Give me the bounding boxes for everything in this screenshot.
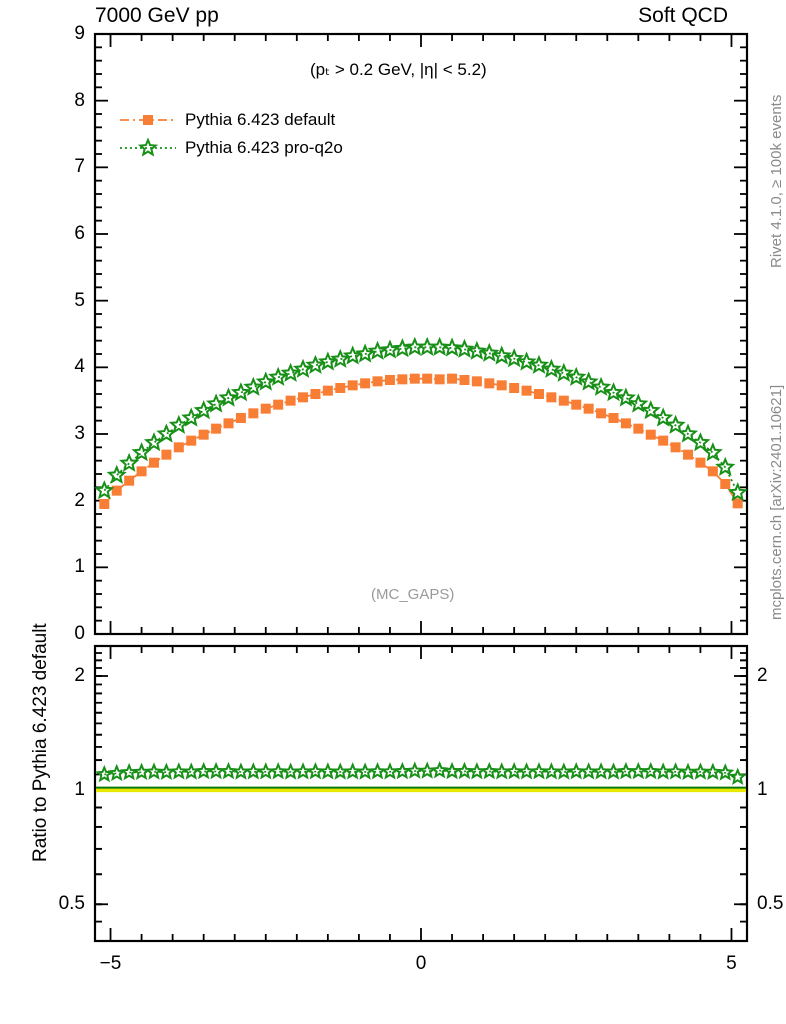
x-tick-label: 5	[726, 953, 737, 974]
legend-label-default: Pythia 6.423 default	[185, 110, 336, 129]
analysis-watermark: (MC_GAPS)	[371, 586, 455, 603]
y-tick-label-main: 0	[74, 623, 85, 644]
y-tick-label-ratio-right: 2	[757, 665, 768, 687]
series-proq2o	[94, 336, 748, 502]
y-tick-label-main: 4	[74, 356, 85, 378]
y-tick-label-main: 6	[74, 223, 85, 244]
y-tick-label-main: 9	[74, 23, 85, 44]
y-tick-label-ratio-right: 1	[757, 779, 768, 801]
y-tick-label-ratio: 2	[74, 665, 85, 687]
header-beam-energy: 7000 GeV pp	[95, 4, 219, 27]
legend-label-proq2o: Pythia 6.423 pro-q2o	[185, 138, 343, 157]
y-tick-label-ratio-right: 0.5	[757, 893, 784, 915]
y-tick-label-ratio: 1	[74, 779, 85, 801]
legend-glyphs	[120, 115, 176, 157]
series-default	[99, 373, 743, 509]
ratio-panel-frame	[93, 644, 749, 943]
y-tick-label-main: 3	[74, 423, 85, 444]
y-tick-label-main: 8	[74, 89, 85, 111]
main-panel-frame	[93, 32, 749, 636]
x-tick-label: 0	[415, 953, 427, 974]
y-tick-label-main: 5	[74, 289, 85, 311]
y-tick-label-main: 2	[74, 489, 85, 511]
y-tick-label-main: 1	[74, 556, 85, 578]
ratio-series-group	[95, 760, 747, 793]
x-tick-label: −5	[99, 953, 122, 974]
header-process-label: Soft QCD	[638, 4, 728, 27]
plot-cuts-annotation: (pₜ > 0.2 GeV, |η| < 5.2)	[310, 60, 487, 79]
y-tick-label-ratio: 0.5	[58, 893, 85, 915]
y-tick-label-main: 7	[74, 156, 85, 178]
